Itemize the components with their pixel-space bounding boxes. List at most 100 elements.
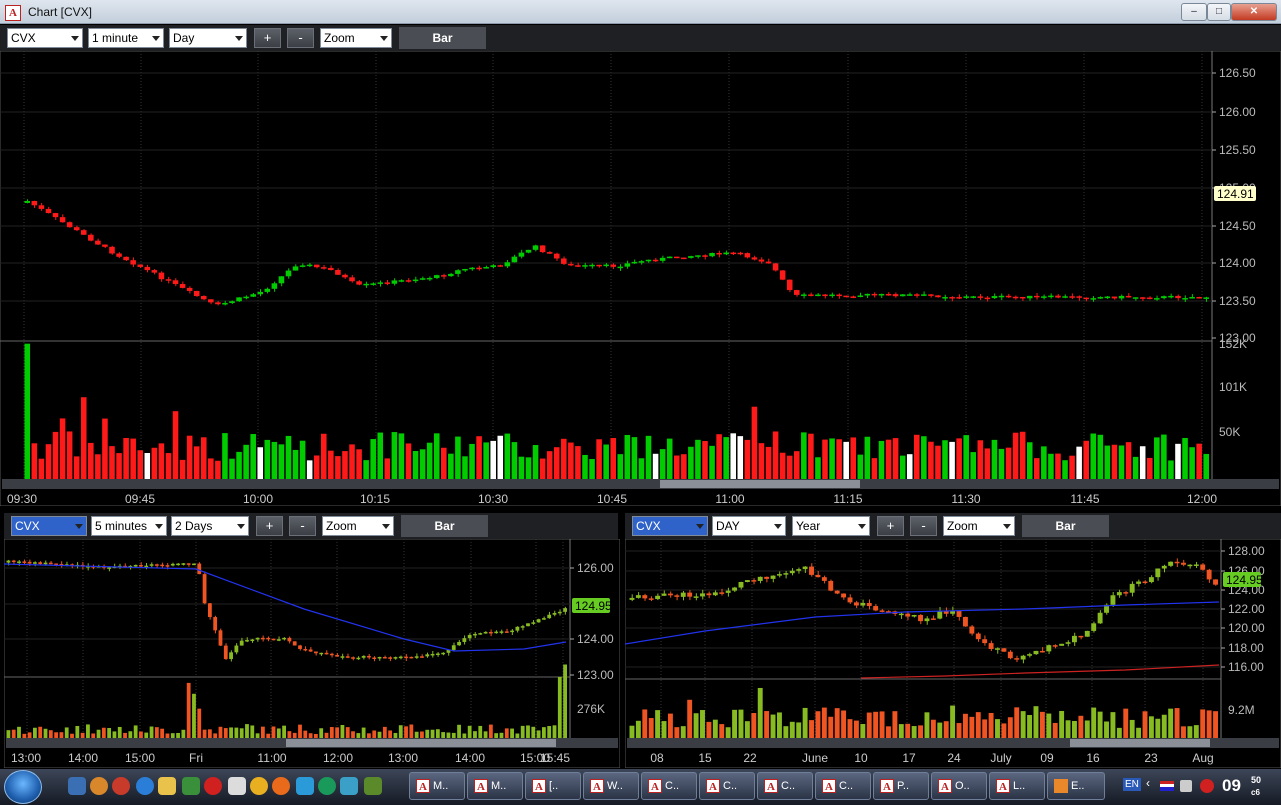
language-indicator[interactable]: EN [1123, 778, 1141, 791]
volume-bar [1168, 708, 1174, 738]
taskbar-item[interactable]: A P.. [873, 772, 929, 800]
candle-body [133, 564, 138, 567]
right-chart[interactable]: 128.00126.00124.00122.00120.00118.00116.… [625, 539, 1281, 768]
app-icon[interactable] [182, 777, 200, 795]
taskbar-item[interactable]: A C.. [815, 772, 871, 800]
volume-bar [589, 458, 595, 479]
right-zoom-select[interactable]: Zoom [943, 516, 1015, 536]
left-interval-select[interactable]: 5 minutes [91, 516, 167, 536]
show-desktop-icon[interactable] [68, 777, 86, 795]
candle-body [435, 653, 440, 656]
candle-body [257, 291, 264, 295]
opera-icon[interactable] [1200, 779, 1214, 793]
candle-body [568, 263, 574, 266]
volume-bar [208, 458, 214, 479]
right-zoom-out-button[interactable]: - [910, 516, 937, 536]
taskbar-item[interactable]: A C.. [699, 772, 755, 800]
taskbar-item[interactable]: A [.. [525, 772, 581, 800]
window-title: Chart [CVX] [28, 5, 93, 19]
volume-bar [645, 435, 652, 479]
volume-icon[interactable] [1180, 780, 1192, 792]
clock-hours[interactable]: 09 [1222, 776, 1241, 795]
chrome-icon[interactable] [250, 777, 268, 795]
firefox-icon[interactable] [272, 777, 290, 795]
volume-bar [109, 446, 115, 479]
volume-bar [1118, 445, 1125, 479]
candle-body [266, 637, 271, 640]
volume-bar [1012, 432, 1019, 479]
taskbar-item[interactable]: A C.. [757, 772, 813, 800]
candle-body [1034, 295, 1040, 298]
volume-bar [648, 718, 654, 738]
candle-body [1189, 297, 1195, 299]
right-zoom-in-button[interactable]: + [877, 516, 904, 536]
volume-bar [802, 707, 808, 738]
taskbar-item[interactable]: A L.. [989, 772, 1045, 800]
folder-icon[interactable] [158, 777, 176, 795]
candle-body [490, 265, 496, 268]
left-zoom-out-button[interactable]: - [289, 516, 316, 536]
taskbar-item[interactable]: A O.. [931, 772, 987, 800]
left-chart[interactable]: 126.00 124.00 123.00 276K 13:00 14:00 15:00 Fri… [4, 539, 620, 768]
settings-gear-icon[interactable] [90, 777, 108, 795]
left-symbol-select[interactable]: CVX [11, 516, 87, 536]
torrent-icon[interactable] [318, 777, 336, 795]
volume-bar [223, 728, 228, 738]
candle-body [937, 610, 943, 619]
candle-body [222, 302, 228, 305]
main-symbol-select[interactable]: CVX [7, 28, 83, 48]
left-zoom-select[interactable]: Zoom [322, 516, 394, 536]
volume-bar [871, 458, 878, 479]
taskbar-item[interactable]: E.. [1047, 772, 1105, 800]
clock-minutes[interactable]: 50 [1251, 775, 1262, 785]
start-button[interactable] [4, 770, 42, 804]
main-interval-select[interactable]: 1 minute [88, 28, 164, 48]
main-zoom-in-button[interactable]: + [254, 28, 281, 48]
price-tick-label: 122.00 [1228, 602, 1265, 616]
left-bar-button[interactable]: Bar [401, 515, 488, 537]
taskbar-item[interactable]: A W.. [583, 772, 639, 800]
minimize-button[interactable]: – [1181, 3, 1207, 21]
taskbar-item[interactable]: A M.. [467, 772, 523, 800]
candle-body [751, 257, 758, 260]
flag-icon[interactable] [1160, 781, 1174, 791]
time-tick-label: 22 [743, 751, 757, 765]
candle-body [405, 280, 412, 282]
opera-icon[interactable] [204, 777, 222, 795]
candle-body [488, 631, 493, 634]
volume-bar [1055, 453, 1061, 479]
volume-bar [751, 713, 757, 738]
right-interval-select[interactable]: DAY [712, 516, 786, 536]
maximize-button[interactable]: □ [1207, 3, 1231, 21]
main-bar-button[interactable]: Bar [399, 27, 486, 49]
price-tick-label: 123.00 [577, 668, 614, 682]
taskbar-item[interactable]: A M.. [409, 772, 465, 800]
right-symbol-select[interactable]: CVX [632, 516, 708, 536]
app-icon[interactable] [364, 777, 382, 795]
candle-body [1161, 296, 1167, 299]
main-chart[interactable]: 126.50126.00125.50125.00124.50124.00123.… [0, 51, 1281, 506]
internet-explorer-icon[interactable] [136, 777, 154, 795]
main-period-select[interactable]: Day [169, 28, 247, 48]
close-button[interactable]: ✕ [1231, 3, 1277, 21]
right-bar-button[interactable]: Bar [1022, 515, 1109, 537]
search-icon[interactable] [340, 777, 358, 795]
app-icon[interactable] [228, 777, 246, 795]
taskbar-item[interactable]: A C.. [641, 772, 697, 800]
volume-bar [287, 731, 292, 738]
app-icon[interactable] [296, 777, 314, 795]
app-icon[interactable] [112, 777, 130, 795]
time-tick-label: 12:00 [323, 751, 353, 765]
volume-bar [822, 439, 828, 479]
right-period-select[interactable]: Year [792, 516, 870, 536]
left-period-select[interactable]: 2 Days [171, 516, 249, 536]
candle-body [462, 268, 468, 271]
tray-expand-icon[interactable]: ‹ [1146, 776, 1150, 790]
main-zoom-select[interactable]: Zoom [320, 28, 392, 48]
main-zoom-out-button[interactable]: - [287, 28, 314, 48]
app-logo-icon: A [822, 779, 836, 793]
candle-body [335, 654, 340, 657]
candle-body [80, 230, 87, 235]
candle-body [525, 249, 532, 253]
left-zoom-in-button[interactable]: + [256, 516, 283, 536]
